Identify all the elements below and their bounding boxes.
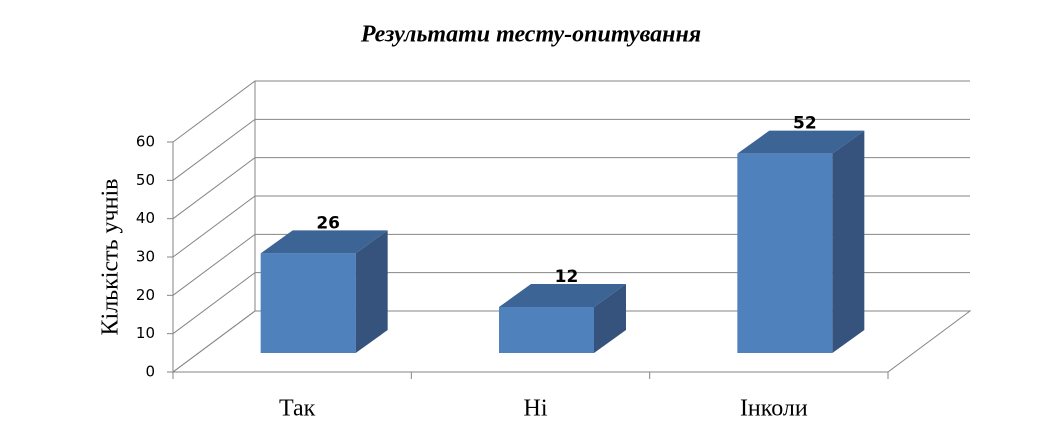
y-tick-label: 50 xyxy=(136,171,155,189)
x-tick-label: Ні xyxy=(524,396,548,422)
grid-line xyxy=(172,157,970,220)
bar-top xyxy=(737,130,865,154)
value-label: 26 xyxy=(316,213,340,233)
bar-side xyxy=(355,230,388,353)
y-tick-label: 10 xyxy=(136,324,155,342)
grid-line xyxy=(172,310,970,373)
value-label: 12 xyxy=(555,267,579,287)
x-tick-label: Інколи xyxy=(740,396,808,422)
bar-side xyxy=(832,130,865,353)
x-tick-label: Так xyxy=(279,396,316,422)
y-tick-label: 60 xyxy=(136,133,155,151)
bar xyxy=(499,307,594,353)
y-tick-label: 0 xyxy=(145,363,155,381)
bar xyxy=(737,153,833,353)
grid-line xyxy=(172,272,970,335)
value-label: 52 xyxy=(793,114,817,134)
y-axis-title: Кількість учнів xyxy=(98,179,124,336)
bar-top xyxy=(260,230,388,254)
bar-top xyxy=(499,284,626,307)
grid-line xyxy=(172,195,970,258)
y-tick-label: 40 xyxy=(136,209,155,227)
chart-title: Результати тесту-опитування xyxy=(360,22,701,48)
grid-line xyxy=(172,233,970,296)
bar xyxy=(260,253,356,353)
y-tick-label: 30 xyxy=(136,248,155,266)
grid-line xyxy=(172,118,970,181)
y-tick-label: 20 xyxy=(136,286,155,304)
grid-line xyxy=(172,80,970,143)
